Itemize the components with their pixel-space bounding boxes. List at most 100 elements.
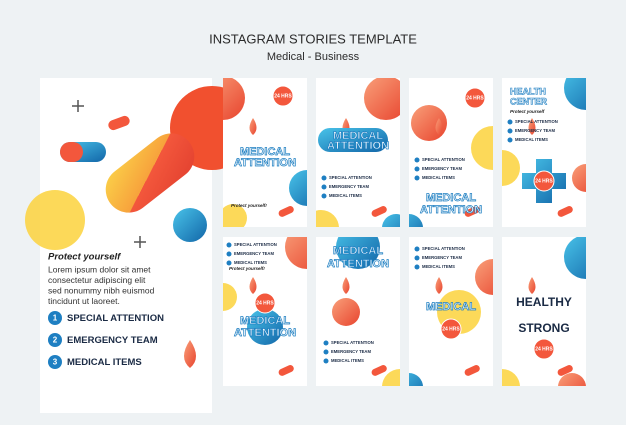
item-label: SPECIAL ATTENTION — [422, 246, 465, 251]
card-title: MEDICAL — [333, 245, 383, 257]
item-label: EMERGENCY TEAM — [234, 251, 274, 256]
body-line: sed nonummy nibh euismod — [48, 285, 155, 295]
decor — [249, 277, 257, 294]
card-title: MEDICAL — [240, 315, 290, 327]
decor — [411, 105, 447, 141]
tagline: Protect yourself — [510, 109, 545, 114]
item-dot — [226, 251, 232, 257]
item-dot — [226, 260, 232, 266]
card-subtitle: ATTENTION — [234, 327, 296, 339]
badge — [272, 85, 294, 107]
decor — [382, 369, 400, 386]
decor — [382, 214, 400, 227]
decor — [316, 210, 339, 227]
tagline: Protect yourself! — [231, 203, 267, 208]
item-number: 3 — [53, 358, 58, 367]
item-label: EMERGENCY TEAM — [329, 184, 369, 189]
decor — [173, 208, 207, 242]
decor — [223, 204, 247, 227]
item-label: EMERGENCY TEAM — [422, 255, 462, 260]
story-card: 24 HRS HEALTHY STRONG — [502, 237, 586, 386]
badge — [254, 292, 276, 314]
item-dot — [414, 166, 420, 172]
decor — [278, 365, 294, 376]
decor — [528, 118, 536, 135]
card-subtitle: ATTENTION — [327, 258, 389, 270]
body-line: consectetur adipiscing elit — [48, 275, 146, 285]
decor — [435, 118, 443, 135]
item-dot — [323, 340, 329, 346]
item-label: MEDICAL ITEMS — [422, 264, 455, 269]
decor — [564, 237, 586, 279]
card-title: HEALTHY — [516, 295, 572, 309]
decor — [278, 206, 294, 217]
item-label: MEDICAL ITEMS — [422, 175, 455, 180]
decor — [502, 369, 520, 386]
item-dot — [414, 255, 420, 261]
decor-group — [502, 237, 586, 386]
item-dot — [226, 242, 232, 248]
decor — [558, 373, 586, 386]
badge-text: 24 HRS — [274, 93, 292, 99]
item-badge — [48, 355, 62, 369]
decor-group — [332, 237, 400, 386]
item-label: EMERGENCY TEAM — [422, 166, 462, 171]
card-title: MEDICAL — [240, 146, 290, 158]
item-dot — [507, 137, 513, 143]
decor — [342, 277, 350, 294]
item-label: MEDICAL ITEMS — [67, 357, 142, 368]
decor — [105, 133, 195, 213]
page-title: INSTAGRAM STORIES TEMPLATE — [209, 31, 417, 46]
item-label: SPECIAL ATTENTION — [234, 242, 277, 247]
decor — [72, 100, 146, 248]
decor — [572, 164, 586, 192]
card-subtitle: ATTENTION — [234, 157, 296, 169]
decor — [249, 118, 257, 135]
card-title: MEDICAL — [426, 301, 476, 313]
decor-group — [409, 105, 493, 227]
decor — [184, 340, 196, 368]
decor — [108, 115, 130, 131]
body-line: Lorem ipsum dolor sit amet — [48, 264, 151, 274]
body-line: tincidunt ut laoreet. — [48, 296, 120, 306]
item-dot — [414, 157, 420, 163]
decor — [464, 206, 480, 217]
item-dot — [414, 264, 420, 270]
decor — [336, 237, 380, 269]
item-dot — [323, 358, 329, 364]
item-dot — [507, 128, 513, 134]
item-label: EMERGENCY TEAM — [331, 349, 371, 354]
badge-text: 24 HRS — [535, 346, 553, 352]
badge-text: 24 HRS — [256, 300, 274, 306]
decor — [564, 78, 586, 110]
decor — [409, 214, 423, 227]
item-label: MEDICAL ITEMS — [234, 260, 267, 265]
decor-group — [316, 78, 400, 227]
main-card: Protect yourself Lorem ipsum dolor sit a… — [25, 78, 254, 413]
decor — [528, 277, 536, 294]
decor — [435, 277, 443, 294]
badge — [464, 87, 486, 109]
decor — [318, 128, 388, 152]
decor-group — [223, 237, 307, 376]
item-dot — [507, 119, 513, 125]
card-subtitle: ATTENTION — [420, 204, 482, 216]
decor — [289, 170, 307, 206]
item-dot — [414, 175, 420, 181]
card-title: MEDICAL — [426, 192, 476, 204]
item-label: SPECIAL ATTENTION — [422, 157, 465, 162]
tagline: Protect yourself! — [229, 266, 265, 271]
story-card: 24 HRS MEDICAL SPECIAL ATTENTION EMERGENCY … — [409, 237, 493, 386]
item-label: MEDICAL ITEMS — [329, 193, 362, 198]
decor-group — [409, 259, 493, 386]
item-label: MEDICAL ITEMS — [331, 358, 364, 363]
decor — [332, 298, 360, 326]
item-label: EMERGENCY TEAM — [515, 128, 555, 133]
item-badge — [48, 311, 62, 325]
item-label: SPECIAL ATTENTION — [331, 340, 374, 345]
